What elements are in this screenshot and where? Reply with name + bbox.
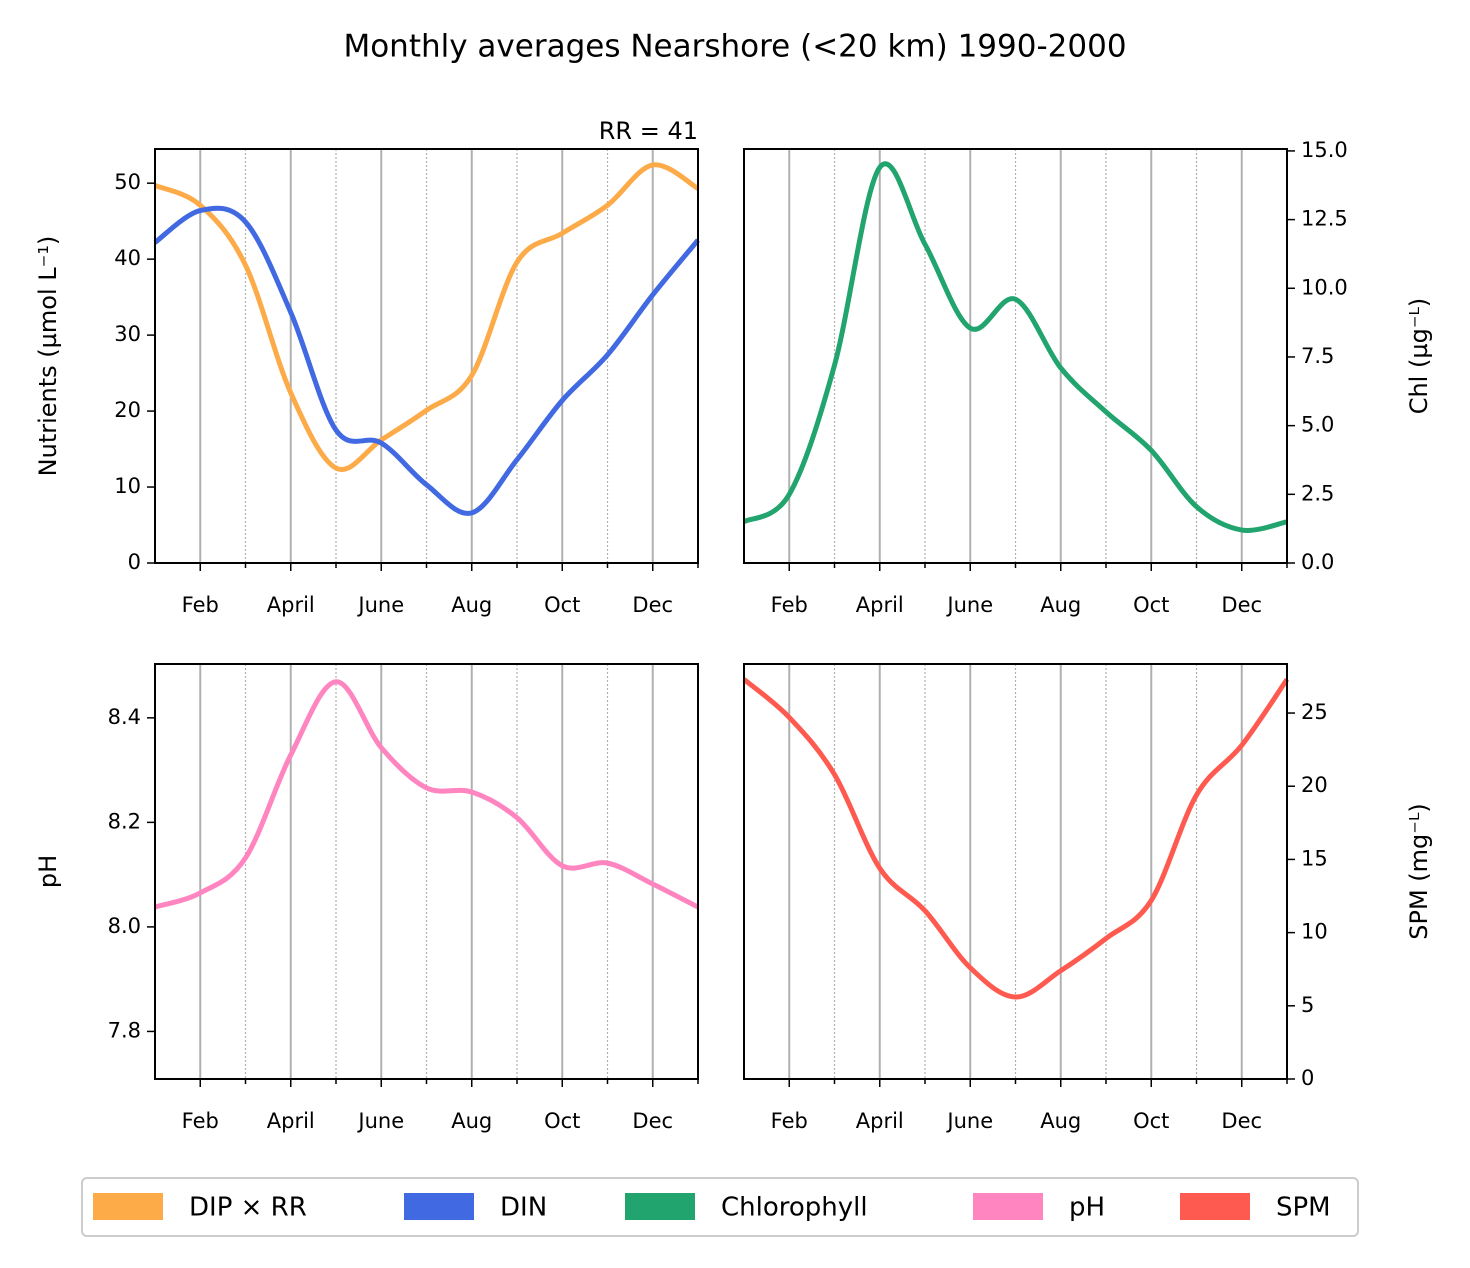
- data-line: [154, 679, 700, 910]
- axes-frame: [743, 148, 1288, 564]
- y-tick-label: 8.4: [108, 705, 141, 729]
- legend-box: [81, 1177, 1359, 1237]
- y-axis-label: Nutrients (µmol L⁻¹): [34, 236, 62, 477]
- x-tick-label: Oct: [544, 593, 580, 617]
- y-tick-label: 20: [1301, 773, 1328, 797]
- legend-label: DIN: [500, 1193, 547, 1223]
- x-tick-label: June: [356, 593, 404, 617]
- y-tick-label: 20: [114, 398, 141, 422]
- x-tick-label: April: [267, 1109, 315, 1133]
- y-tick-label: 25: [1301, 700, 1328, 724]
- annotation: RR = 41: [599, 117, 698, 145]
- x-tick-label: Oct: [1133, 593, 1169, 617]
- x-tick-label: Feb: [182, 593, 219, 617]
- data-line: [742, 677, 1290, 1000]
- x-tick-label: Aug: [1040, 593, 1081, 617]
- data-line: [742, 161, 1288, 533]
- x-tick-label: Aug: [451, 1109, 492, 1133]
- y-tick-label: 2.5: [1301, 481, 1334, 505]
- y-axis-label: pH: [34, 855, 62, 888]
- legend-swatch: [93, 1193, 163, 1220]
- y-tick-label: 0: [1301, 1066, 1314, 1090]
- x-tick-label: April: [856, 1109, 904, 1133]
- x-tick-label: Aug: [451, 593, 492, 617]
- y-tick-label: 10: [114, 474, 141, 498]
- x-tick-label: Dec: [1221, 1109, 1262, 1133]
- legend-swatch: [1180, 1193, 1250, 1220]
- y-tick-label: 8.0: [108, 914, 141, 938]
- legend-swatch: [625, 1193, 695, 1220]
- legend-label: Chlorophyll: [721, 1193, 868, 1223]
- data-line: [154, 162, 700, 472]
- x-tick-label: Feb: [182, 1109, 219, 1133]
- legend-label: SPM: [1276, 1193, 1331, 1223]
- legend-label: DIP × RR: [189, 1193, 307, 1223]
- y-tick-label: 50: [114, 170, 141, 194]
- data-line: [153, 205, 700, 516]
- legend-label: pH: [1069, 1193, 1105, 1223]
- axes-frame: [154, 148, 699, 564]
- x-tick-label: Dec: [1221, 593, 1262, 617]
- y-tick-label: 8.2: [108, 809, 141, 833]
- figure-title: Monthly averages Nearshore (<20 km) 1990…: [343, 29, 1126, 65]
- x-tick-label: Feb: [771, 593, 808, 617]
- y-tick-label: 7.8: [108, 1018, 141, 1042]
- y-tick-label: 30: [114, 322, 141, 346]
- axes-frame: [154, 663, 699, 1080]
- x-tick-label: Feb: [771, 1109, 808, 1133]
- axes-frame: [743, 663, 1288, 1080]
- x-tick-label: Dec: [632, 1109, 673, 1133]
- y-tick-label: 0: [128, 550, 141, 574]
- y-axis-label: Chl (µg⁻ᴸ): [1405, 298, 1433, 415]
- x-tick-label: Oct: [544, 1109, 580, 1133]
- legend-swatch: [973, 1193, 1043, 1220]
- legend-swatch: [404, 1193, 474, 1220]
- y-tick-label: 5.0: [1301, 413, 1334, 437]
- x-tick-label: April: [856, 593, 904, 617]
- x-tick-label: June: [945, 1109, 993, 1133]
- y-tick-label: 40: [114, 246, 141, 270]
- y-tick-label: 5: [1301, 993, 1314, 1017]
- y-tick-label: 15: [1301, 846, 1328, 870]
- x-tick-label: Dec: [632, 593, 673, 617]
- y-tick-label: 7.5: [1301, 344, 1334, 368]
- y-tick-label: 15.0: [1301, 138, 1348, 162]
- x-tick-label: June: [945, 593, 993, 617]
- x-tick-label: Aug: [1040, 1109, 1081, 1133]
- y-axis-label: SPM (mg⁻ᴸ): [1405, 803, 1433, 939]
- y-tick-label: 10: [1301, 920, 1328, 944]
- y-tick-label: 12.5: [1301, 207, 1348, 231]
- x-tick-label: April: [267, 593, 315, 617]
- y-tick-label: 10.0: [1301, 275, 1348, 299]
- y-tick-label: 0.0: [1301, 550, 1334, 574]
- x-tick-label: Oct: [1133, 1109, 1169, 1133]
- x-tick-label: June: [356, 1109, 404, 1133]
